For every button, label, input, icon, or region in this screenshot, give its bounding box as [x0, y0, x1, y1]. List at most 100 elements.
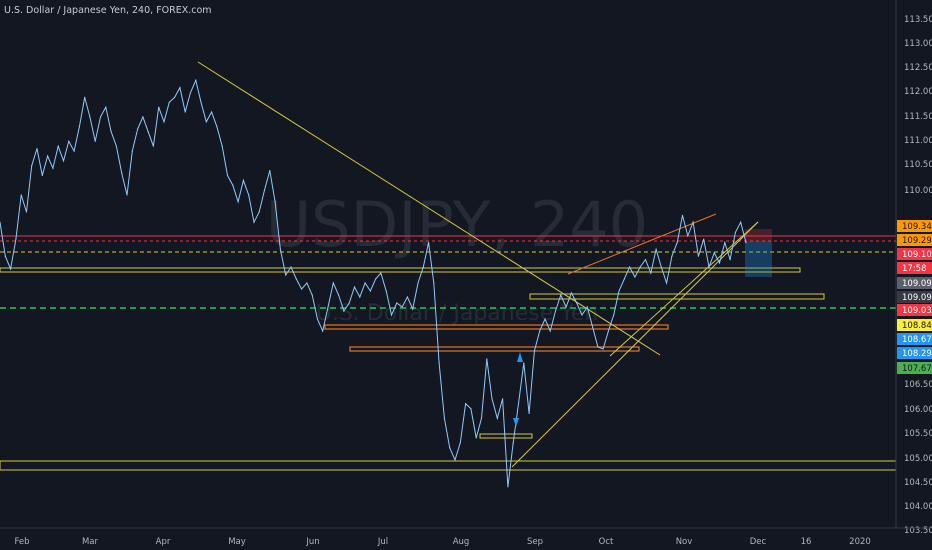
price-point — [110, 131, 112, 133]
price-point — [306, 282, 308, 284]
price-point — [586, 306, 588, 308]
price-point — [602, 348, 604, 350]
price-point — [459, 442, 461, 444]
zone-box-orange-1 — [324, 324, 669, 330]
x-tick-label: Jul — [377, 537, 388, 547]
price-point — [692, 221, 694, 223]
price-label-text: 109.030 — [902, 306, 932, 316]
price-point — [25, 211, 28, 213]
price-point — [390, 314, 393, 316]
price-point — [242, 179, 244, 181]
price-label-text: 109.094 — [902, 293, 932, 303]
price-point — [428, 242, 430, 244]
time-axis[interactable]: Feb Mar Apr May Jun Jul Aug Sep Oct Nov Dec 16 2020 — [0, 527, 932, 547]
price-label-badge — [897, 319, 932, 331]
watermark-symbol: USDJPY, 240 — [266, 188, 648, 261]
price-point — [311, 294, 313, 296]
price-point — [73, 150, 75, 152]
price-point — [486, 358, 488, 360]
price-point — [422, 266, 424, 268]
drawings — [0, 61, 897, 471]
price-point — [634, 276, 636, 278]
price-point — [470, 408, 472, 410]
x-tick-label: 16 — [801, 537, 812, 547]
price-point — [10, 268, 12, 270]
price-point — [131, 150, 133, 152]
price-point — [237, 201, 239, 203]
zone-box-1 — [0, 267, 801, 273]
x-tick-label: Nov — [676, 537, 693, 547]
price-point — [491, 398, 493, 400]
price-point — [226, 174, 229, 177]
price-point — [618, 290, 620, 292]
price-axis[interactable]: 113.500 113.000 112.500 112.000 111.500 111.0… — [895, 0, 932, 536]
price-point — [417, 282, 419, 284]
price-point — [348, 302, 350, 304]
price-point — [316, 318, 318, 320]
y-tick-label: 113.000 — [904, 39, 932, 49]
price-point — [216, 126, 218, 128]
price-label-badge — [897, 248, 932, 260]
x-tick-label: May — [228, 537, 246, 547]
price-point — [147, 131, 149, 133]
price-point — [269, 170, 271, 172]
price-point — [279, 248, 281, 250]
price-point — [62, 160, 65, 162]
price-point — [401, 306, 403, 308]
price-point — [20, 194, 22, 196]
price-point — [655, 248, 657, 250]
price-point — [687, 235, 689, 237]
price-point — [105, 106, 107, 108]
price-point — [560, 294, 562, 296]
price-point — [285, 274, 287, 276]
price-series-line — [0, 78, 747, 487]
price-point — [454, 459, 456, 461]
price-point — [718, 262, 721, 264]
price-point — [332, 282, 334, 284]
price-point — [465, 403, 467, 405]
y-tick-label: 111.000 — [904, 136, 932, 146]
price-label-badge — [897, 304, 932, 316]
price-point — [549, 330, 551, 332]
x-tick-label: Feb — [14, 537, 29, 547]
price-point — [142, 116, 144, 118]
price-point — [200, 101, 202, 103]
y-tick-label: 105.500 — [904, 429, 932, 439]
price-point — [353, 286, 356, 288]
price-point — [338, 294, 340, 296]
uptrend-line — [511, 221, 759, 468]
price-point — [666, 282, 668, 284]
price-point — [168, 101, 170, 103]
price-point — [99, 116, 102, 118]
downtrend-line — [197, 61, 661, 356]
price-point — [126, 194, 128, 196]
price-label-badge — [897, 277, 932, 289]
price-label-text: 109.109 — [902, 250, 932, 260]
position-stop-zone — [745, 229, 772, 241]
price-point — [343, 310, 345, 312]
price-point — [258, 211, 260, 213]
price-label-text: 109.296 — [902, 236, 932, 246]
price-point — [740, 221, 742, 223]
price-point — [184, 111, 186, 113]
price-point — [94, 140, 96, 142]
price-point — [327, 306, 329, 308]
price-label-badge — [897, 234, 932, 246]
price-point — [221, 145, 223, 147]
price-point — [713, 252, 715, 254]
price-label-badge — [897, 220, 932, 232]
price-point — [539, 330, 541, 332]
price-point — [433, 282, 435, 284]
price-point — [359, 296, 361, 298]
price-label-text: 108.841 — [902, 321, 932, 331]
x-tick-label: 2020 — [849, 537, 871, 547]
zone-box-orange-2 — [349, 346, 640, 352]
price-point — [565, 306, 567, 308]
price-point — [274, 201, 276, 203]
price-point — [623, 278, 625, 280]
price-point — [137, 128, 139, 130]
price-point — [729, 259, 731, 261]
x-tick-label: Mar — [82, 537, 99, 547]
price-point — [205, 121, 207, 123]
